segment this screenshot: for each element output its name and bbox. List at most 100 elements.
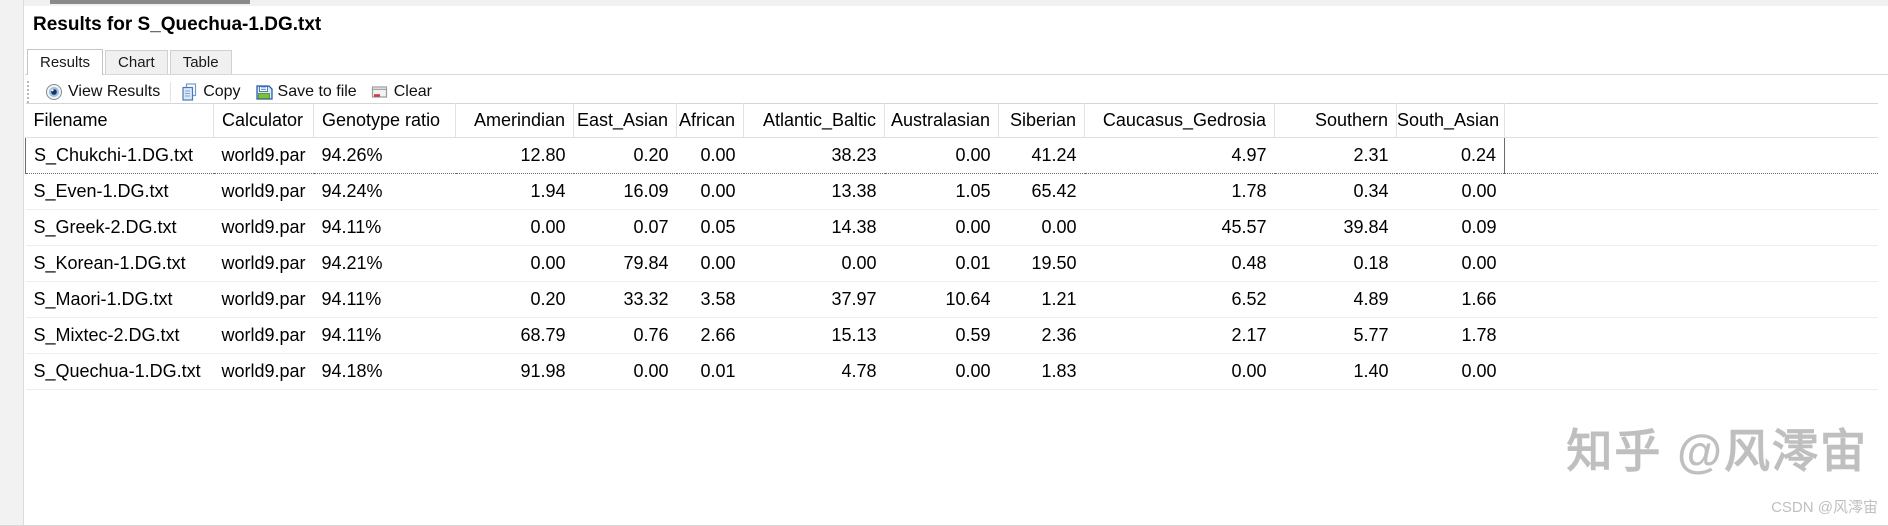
cell-african: 0.00 bbox=[676, 245, 744, 282]
cell-genotype-ratio: 94.26% bbox=[313, 137, 456, 174]
cell-amerindian: 12.80 bbox=[455, 137, 574, 174]
page-title: Results for S_Quechua-1.DG.txt bbox=[33, 14, 322, 35]
column-header-siberian[interactable]: Siberian bbox=[998, 103, 1085, 138]
cell-amerindian: 91.98 bbox=[455, 353, 574, 390]
cell-filler bbox=[1504, 209, 1878, 246]
column-header-southern[interactable]: Southern bbox=[1274, 103, 1397, 138]
results-panel: Results for S_Quechua-1.DG.txt Results C… bbox=[25, 6, 1888, 526]
cell-filler bbox=[1504, 173, 1878, 210]
cell-caucasus-gedrosia: 4.97 bbox=[1084, 137, 1275, 174]
table-row[interactable]: S_Chukchi-1.DG.txt world9.par 94.26% 12.80 0… bbox=[25, 137, 1878, 174]
cell-african: 0.00 bbox=[676, 137, 744, 174]
cell-amerindian: 0.00 bbox=[455, 245, 574, 282]
save-to-file-label: Save to file bbox=[277, 83, 357, 100]
cell-calculator: world9.par bbox=[213, 173, 314, 210]
cell-atlantic-baltic: 15.13 bbox=[743, 317, 885, 354]
cell-atlantic-baltic: 14.38 bbox=[743, 209, 885, 246]
cell-genotype-ratio: 94.11% bbox=[313, 317, 456, 354]
cell-calculator: world9.par bbox=[213, 317, 314, 354]
cell-siberian: 19.50 bbox=[998, 245, 1085, 282]
cell-southern: 5.77 bbox=[1274, 317, 1397, 354]
cell-filler bbox=[1504, 353, 1878, 390]
column-header-australasian[interactable]: Australasian bbox=[884, 103, 999, 138]
cell-caucasus-gedrosia: 2.17 bbox=[1084, 317, 1275, 354]
table-row[interactable]: S_Maori-1.DG.txt world9.par 94.11% 0.20 33.3… bbox=[25, 281, 1878, 318]
cell-calculator: world9.par bbox=[213, 281, 314, 318]
cell-filename: S_Chukchi-1.DG.txt bbox=[25, 137, 214, 174]
cell-east-asian: 33.32 bbox=[573, 281, 677, 318]
cell-african: 2.66 bbox=[676, 317, 744, 354]
view-results-button[interactable]: View Results bbox=[38, 80, 167, 104]
copy-button[interactable]: Copy bbox=[174, 80, 247, 104]
cell-filler bbox=[1504, 281, 1878, 318]
tab-chart[interactable]: Chart bbox=[105, 50, 168, 74]
eye-icon bbox=[45, 83, 63, 101]
tab-bar: Results Chart Table bbox=[25, 49, 1888, 75]
cell-caucasus-gedrosia: 45.57 bbox=[1084, 209, 1275, 246]
tab-results[interactable]: Results bbox=[27, 49, 104, 75]
column-header-south-asian[interactable]: South_Asian bbox=[1396, 103, 1505, 138]
cell-south-asian: 1.78 bbox=[1396, 317, 1505, 354]
cell-australasian: 0.00 bbox=[884, 353, 999, 390]
column-header-amerindian[interactable]: Amerindian bbox=[455, 103, 574, 138]
copy-label: Copy bbox=[203, 83, 241, 100]
cell-australasian: 0.00 bbox=[884, 209, 999, 246]
window-left-margin bbox=[0, 0, 24, 526]
column-header-genotype-ratio[interactable]: Genotype ratio bbox=[313, 103, 456, 138]
cell-south-asian: 0.00 bbox=[1396, 353, 1505, 390]
cell-southern: 2.31 bbox=[1274, 137, 1397, 174]
table-row[interactable]: S_Mixtec-2.DG.txt world9.par 94.11% 68.79 0.… bbox=[25, 317, 1878, 354]
cell-filename: S_Even-1.DG.txt bbox=[25, 173, 214, 210]
clear-label: Clear bbox=[393, 83, 432, 100]
clear-button[interactable]: Clear bbox=[364, 80, 439, 104]
cell-southern: 1.40 bbox=[1274, 353, 1397, 390]
toolbar-separator bbox=[170, 82, 172, 102]
window-top-strip-shadow bbox=[50, 0, 250, 4]
toolbar: View Results Copy S bbox=[25, 76, 1888, 108]
cell-genotype-ratio: 94.18% bbox=[313, 353, 456, 390]
cell-filler bbox=[1504, 137, 1878, 174]
table-row[interactable]: S_Greek-2.DG.txt world9.par 94.11% 0.00 0.07… bbox=[25, 209, 1878, 246]
cell-genotype-ratio: 94.11% bbox=[313, 281, 456, 318]
table-row[interactable]: S_Even-1.DG.txt world9.par 94.24% 1.94 16.09… bbox=[25, 173, 1878, 210]
cell-siberian: 1.21 bbox=[998, 281, 1085, 318]
table-row[interactable]: S_Korean-1.DG.txt world9.par 94.21% 0.00 79.… bbox=[25, 245, 1878, 282]
cell-australasian: 0.00 bbox=[884, 137, 999, 174]
cell-east-asian: 79.84 bbox=[573, 245, 677, 282]
table-header-row: Filename Calculator Genotype ratio Amerindi… bbox=[25, 103, 1878, 138]
column-header-calculator[interactable]: Calculator bbox=[213, 103, 314, 138]
column-header-east-asian[interactable]: East_Asian bbox=[573, 103, 677, 138]
window-top-strip bbox=[0, 0, 1888, 6]
cell-caucasus-gedrosia: 6.52 bbox=[1084, 281, 1275, 318]
cell-genotype-ratio: 94.11% bbox=[313, 209, 456, 246]
cell-southern: 39.84 bbox=[1274, 209, 1397, 246]
cell-african: 0.01 bbox=[676, 353, 744, 390]
cell-southern: 0.18 bbox=[1274, 245, 1397, 282]
cell-filename: S_Quechua-1.DG.txt bbox=[25, 353, 214, 390]
cell-southern: 0.34 bbox=[1274, 173, 1397, 210]
cell-siberian: 41.24 bbox=[998, 137, 1085, 174]
cell-filename: S_Greek-2.DG.txt bbox=[25, 209, 214, 246]
column-header-atlantic-baltic[interactable]: Atlantic_Baltic bbox=[743, 103, 885, 138]
cell-east-asian: 16.09 bbox=[573, 173, 677, 210]
clear-icon bbox=[371, 84, 389, 100]
cell-south-asian: 0.00 bbox=[1396, 245, 1505, 282]
column-header-filler bbox=[1504, 103, 1878, 138]
cell-atlantic-baltic: 37.97 bbox=[743, 281, 885, 318]
cell-caucasus-gedrosia: 1.78 bbox=[1084, 173, 1275, 210]
toolbar-grip-handle[interactable] bbox=[27, 81, 32, 103]
cell-filler bbox=[1504, 317, 1878, 354]
cell-east-asian: 0.00 bbox=[573, 353, 677, 390]
column-header-african[interactable]: African bbox=[676, 103, 744, 138]
table-row[interactable]: S_Quechua-1.DG.txt world9.par 94.18% 91.98 0… bbox=[25, 353, 1878, 390]
column-header-caucasus-gedrosia[interactable]: Caucasus_Gedrosia bbox=[1084, 103, 1275, 138]
cell-siberian: 0.00 bbox=[998, 209, 1085, 246]
cell-filename: S_Korean-1.DG.txt bbox=[25, 245, 214, 282]
save-to-file-button[interactable]: Save to file bbox=[248, 80, 364, 104]
column-header-filename[interactable]: Filename bbox=[25, 103, 214, 138]
cell-australasian: 1.05 bbox=[884, 173, 999, 210]
cell-siberian: 2.36 bbox=[998, 317, 1085, 354]
cell-amerindian: 0.20 bbox=[455, 281, 574, 318]
tab-table[interactable]: Table bbox=[169, 50, 232, 74]
cell-australasian: 0.01 bbox=[884, 245, 999, 282]
